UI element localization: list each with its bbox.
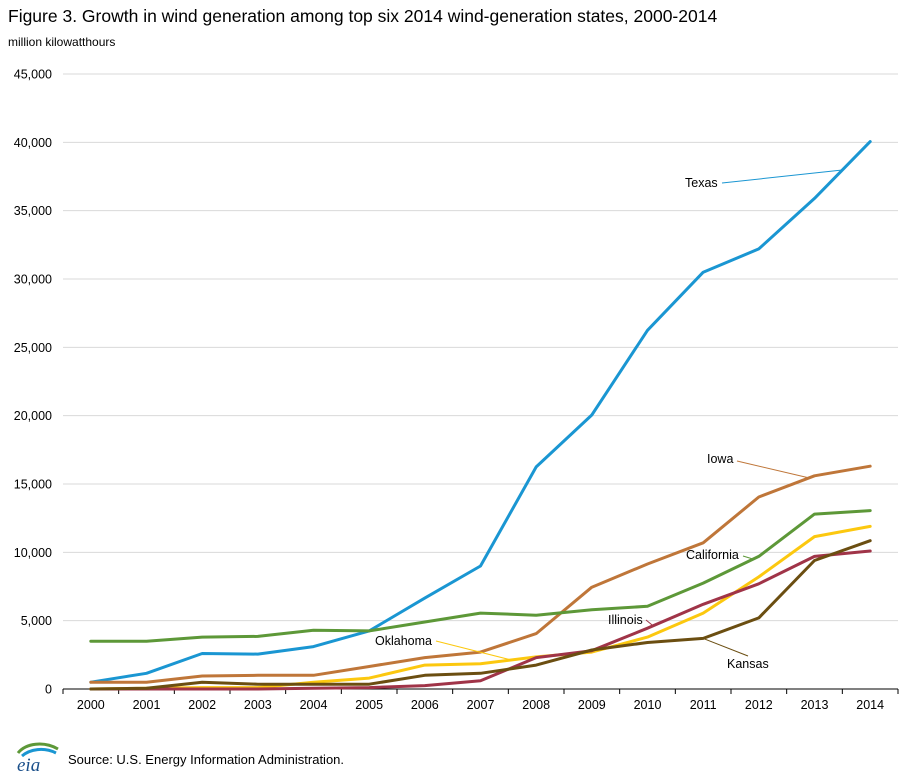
x-tick-label: 2005 [355, 698, 383, 712]
x-tick-label: 2011 [690, 698, 717, 712]
leader-line-illinois [645, 619, 654, 627]
y-tick-label: 25,000 [14, 341, 52, 355]
series-line-california [89, 509, 872, 643]
y-tick-label: 20,000 [14, 409, 52, 423]
x-tick-label: 2009 [578, 698, 606, 712]
series-label-california: California [686, 548, 739, 562]
y-tick-label: 30,000 [14, 273, 52, 287]
eia-logo-icon: eia [16, 742, 59, 776]
series-label-kansas: Kansas [727, 657, 769, 671]
series-label-illinois: Illinois [608, 613, 643, 627]
series-label-iowa: Iowa [707, 452, 733, 466]
chart-title: Figure 3. Growth in wind generation amon… [8, 6, 718, 26]
x-tick-label: 2010 [634, 698, 662, 712]
x-tick-label: 2002 [188, 698, 216, 712]
y-tick-label: 40,000 [14, 136, 52, 150]
y-tick-label: 35,000 [14, 204, 52, 218]
x-tick-label: 2014 [856, 698, 884, 712]
y-tick-label: 5,000 [21, 614, 52, 628]
y-tick-label: 15,000 [14, 478, 52, 492]
series-label-oklahoma: Oklahoma [375, 634, 432, 648]
leader-line-kansas [702, 637, 749, 657]
leader-line-california [742, 555, 754, 560]
series-labels: Texas Iowa California Oklahoma Illinois Kansa… [375, 169, 843, 671]
x-tick-label: 2007 [467, 698, 495, 712]
line-chart: 0 5,000 10,000 15,000 20,000 25,000 30,000 35,0… [14, 68, 899, 712]
x-tick-label: 2012 [745, 698, 773, 712]
y-tick-label: 10,000 [14, 546, 52, 560]
source-note: Source: U.S. Energy Information Administ… [68, 752, 345, 767]
series-label-texas: Texas [685, 176, 718, 190]
svg-text:eia: eia [17, 755, 40, 773]
y-axis-ticks: 0 5,000 10,000 15,000 20,000 25,000 30,000 35,0… [14, 68, 52, 697]
x-axis: 2000 2001 2002 2003 2004 2005 2006 2007 2008 2009… [62, 688, 899, 712]
series-line-kansas [89, 539, 872, 691]
eia-logo: eia [14, 741, 60, 778]
leader-line-texas [721, 169, 843, 184]
x-tick-label: 2000 [77, 698, 105, 712]
y-axis-units-label: million kilowatthours [8, 35, 116, 49]
x-tick-label: 2004 [300, 698, 328, 712]
series-line-illinois [89, 549, 872, 691]
x-tick-label: 2008 [522, 698, 550, 712]
series-line-texas [89, 140, 872, 684]
y-tick-label: 45,000 [14, 68, 52, 82]
x-tick-label: 2003 [244, 698, 272, 712]
gridlines [63, 73, 898, 622]
leader-line-iowa [736, 460, 810, 479]
x-tick-label: 2013 [801, 698, 829, 712]
y-tick-label: 0 [45, 683, 52, 697]
series-line-iowa [89, 464, 872, 684]
leader-line-oklahoma [435, 640, 512, 661]
x-tick-label: 2006 [411, 698, 439, 712]
x-tick-label: 2001 [133, 698, 161, 712]
